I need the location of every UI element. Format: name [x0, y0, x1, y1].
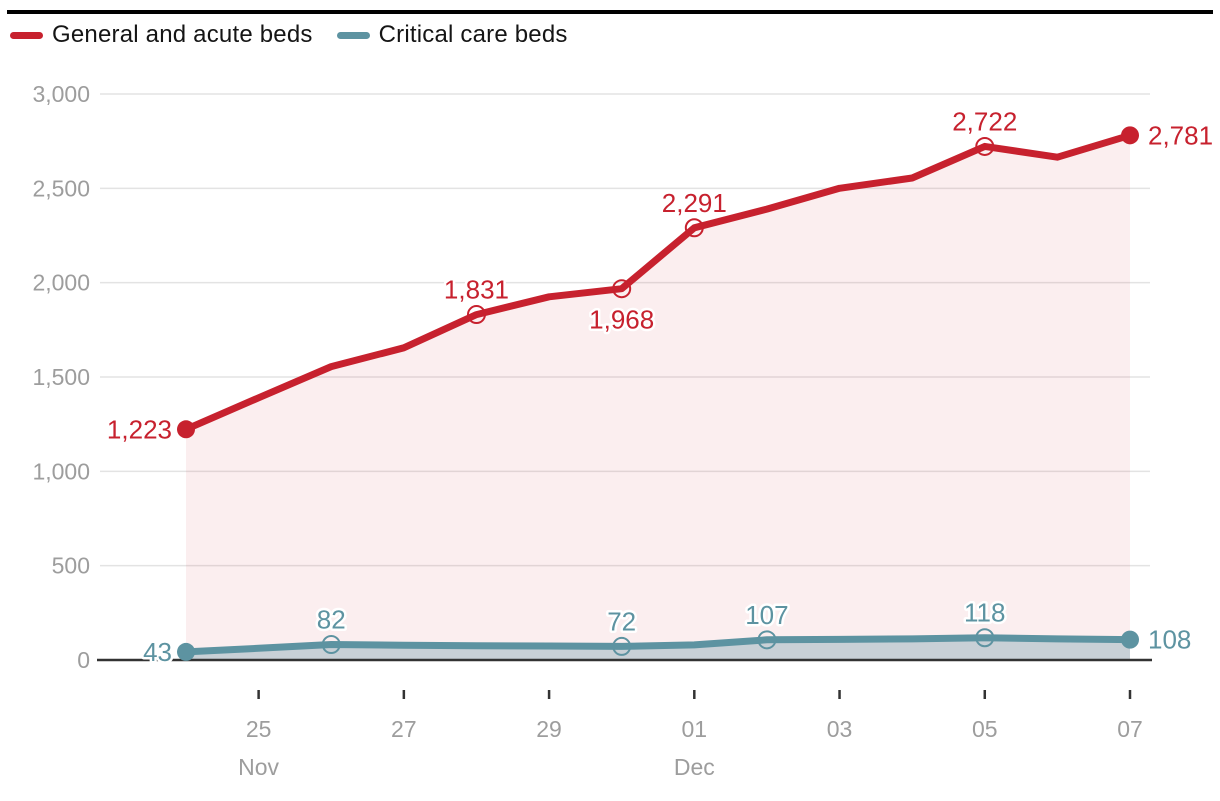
legend-label-general-acute: General and acute beds [52, 21, 313, 48]
data-point-general-and-acute-beds-0 [177, 420, 195, 439]
data-point-critical-care-beds-0 [177, 642, 195, 661]
legend-item-general-acute-beds: General and acute beds [10, 21, 313, 49]
legend-swatch-critical-care [336, 31, 370, 39]
data-point-critical-care-beds-13 [1121, 630, 1139, 649]
data-point-critical-care-beds-2 [321, 635, 341, 655]
x-axis-label-01: 01 [682, 716, 708, 742]
data-point-general-and-acute-beds-4 [466, 305, 486, 325]
data-point-label-critical-care-beds-0: 43 [143, 637, 172, 667]
x-axis-label-05: 05 [972, 716, 998, 742]
y-axis-label-0: 0 [77, 647, 90, 673]
data-point-critical-care-beds-8 [757, 630, 777, 650]
data-point-label-critical-care-beds-2: 82 [317, 605, 346, 635]
legend: General and acute beds Critical care bed… [10, 21, 568, 49]
line-general-and-acute-beds [182, 131, 1134, 433]
x-axis-label-03: 03 [827, 716, 853, 742]
month-label-nov: Nov [238, 754, 279, 780]
line-critical-care-beds [182, 634, 1134, 656]
x-axis-label-07: 07 [1117, 716, 1143, 742]
area-general-and-acute-beds [186, 135, 1130, 661]
y-axis-label-2000: 2,000 [32, 270, 90, 296]
y-axis-label-3000: 3,000 [32, 81, 90, 107]
data-point-general-and-acute-beds-13 [1121, 126, 1139, 145]
legend-swatch-general-acute [10, 31, 43, 39]
data-point-label-general-and-acute-beds-13: 2,781 [1148, 120, 1213, 150]
y-axis-label-2500: 2,500 [32, 175, 90, 201]
x-axis-label-29: 29 [536, 716, 562, 742]
data-point-critical-care-beds-11 [975, 628, 995, 648]
data-point-label-general-and-acute-beds-0: 1,223 [107, 414, 172, 444]
data-point-general-and-acute-beds-6 [612, 279, 632, 299]
data-point-critical-care-beds-6 [612, 636, 632, 656]
data-point-general-and-acute-beds-11 [975, 136, 995, 156]
month-label-dec: Dec [674, 754, 715, 780]
x-axis-label-25: 25 [246, 716, 272, 742]
y-axis-label-1000: 1,000 [32, 458, 90, 484]
y-axis-label-500: 500 [52, 553, 90, 579]
data-point-label-general-and-acute-beds-11: 2,722 [952, 106, 1017, 136]
data-point-general-and-acute-beds-7 [684, 218, 704, 238]
x-axis-label-27: 27 [391, 716, 417, 742]
top-border-rule [7, 10, 1213, 14]
data-point-label-general-and-acute-beds-4: 1,831 [444, 275, 509, 305]
data-point-label-critical-care-beds-13: 108 [1148, 625, 1191, 655]
data-point-label-critical-care-beds-8: 107 [745, 600, 788, 630]
data-point-label-general-and-acute-beds-6: 1,968 [589, 305, 654, 335]
legend-label-critical-care: Critical care beds [378, 21, 568, 48]
legend-item-critical-care-beds: Critical care beds [336, 21, 568, 49]
data-point-label-critical-care-beds-6: 72 [607, 606, 636, 636]
data-point-label-general-and-acute-beds-7: 2,291 [662, 188, 727, 218]
y-axis-label-1500: 1,500 [32, 364, 90, 390]
data-point-label-critical-care-beds-11: 118 [964, 598, 1005, 628]
